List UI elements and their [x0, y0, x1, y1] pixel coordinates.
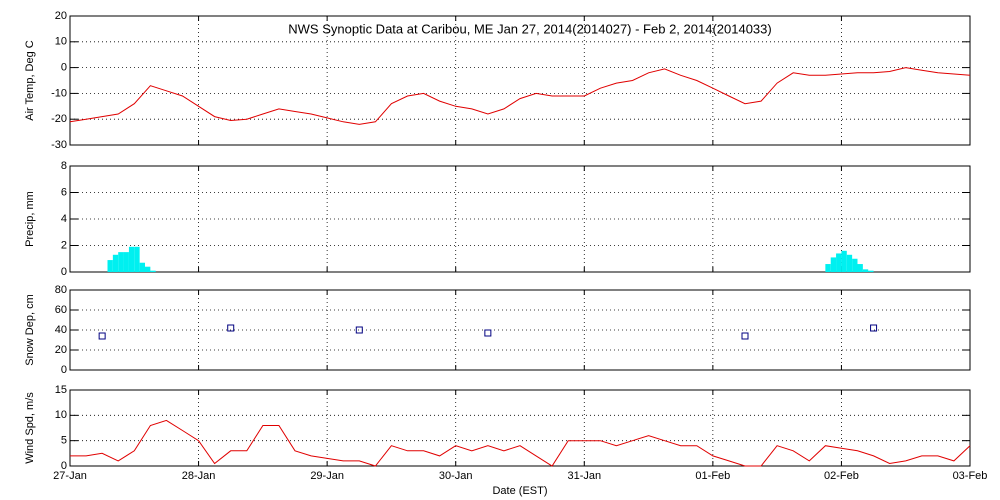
y-tick-label: 10 [55, 36, 67, 48]
y-tick-label: 20 [55, 344, 67, 356]
y-tick-label: 4 [61, 213, 67, 225]
y-tick-label: 0 [61, 62, 67, 74]
bar [144, 266, 151, 272]
y-tick-label: 80 [55, 284, 67, 296]
bar [830, 257, 837, 272]
y-axis-label: Air Temp, Deg C [24, 40, 36, 121]
x-tick-label: 30-Jan [439, 470, 473, 482]
y-axis-label: Wind Spd, m/s [24, 392, 36, 464]
plot-frame [69, 289, 971, 371]
y-tick-label: 0 [61, 266, 67, 278]
y-tick-label: 10 [55, 409, 67, 421]
data-point [484, 329, 492, 337]
data-point [227, 324, 235, 332]
bar [825, 264, 831, 272]
bar [128, 246, 135, 272]
data-point [98, 332, 106, 340]
y-axis-label: Snow Dep, cm [24, 294, 36, 366]
x-tick-label: 29-Jan [310, 470, 344, 482]
data-point [741, 332, 749, 340]
bar [139, 262, 145, 272]
bar [150, 270, 156, 272]
y-tick-label: 40 [55, 324, 67, 336]
y-tick-label: 5 [61, 435, 67, 447]
y-tick-label: -30 [51, 139, 67, 151]
bar [118, 252, 124, 272]
x-tick-label: 28-Jan [182, 470, 216, 482]
x-axis-label: Date (EST) [492, 485, 547, 497]
y-tick-label: -10 [51, 87, 67, 99]
chart-title: NWS Synoptic Data at Caribou, ME Jan 27,… [288, 21, 771, 36]
y-tick-label: 60 [55, 304, 67, 316]
plot-frame [69, 15, 971, 146]
y-tick-label: 0 [61, 364, 67, 376]
bar [836, 253, 842, 272]
bar [857, 264, 863, 272]
y-tick-label: 15 [55, 384, 67, 396]
bar [846, 254, 853, 272]
x-tick-label: 03-Feb [953, 470, 988, 482]
bar [852, 258, 858, 272]
y-tick-label: 8 [61, 160, 67, 172]
data-point [355, 326, 363, 334]
x-tick-label: 27-Jan [53, 470, 87, 482]
y-tick-label: 0 [61, 460, 67, 472]
bar [868, 270, 874, 272]
plot-frame [69, 165, 971, 273]
bar [107, 260, 113, 272]
y-tick-label: 2 [61, 239, 67, 251]
data-line [69, 67, 971, 125]
bar [841, 250, 847, 272]
bar [112, 254, 119, 272]
x-tick-label: 02-Feb [824, 470, 859, 482]
data-line [70, 419, 971, 467]
y-tick-label: -20 [51, 113, 67, 125]
x-tick-label: 01-Feb [695, 470, 730, 482]
y-tick-label: 6 [61, 186, 67, 198]
y-tick-label: 20 [55, 10, 67, 22]
bar [123, 252, 129, 272]
bar [134, 246, 140, 272]
x-tick-label: 31-Jan [567, 470, 601, 482]
y-axis-label: Precip, mm [24, 191, 36, 247]
plot-frame [69, 389, 971, 467]
bar [862, 269, 869, 272]
data-point [870, 324, 878, 332]
